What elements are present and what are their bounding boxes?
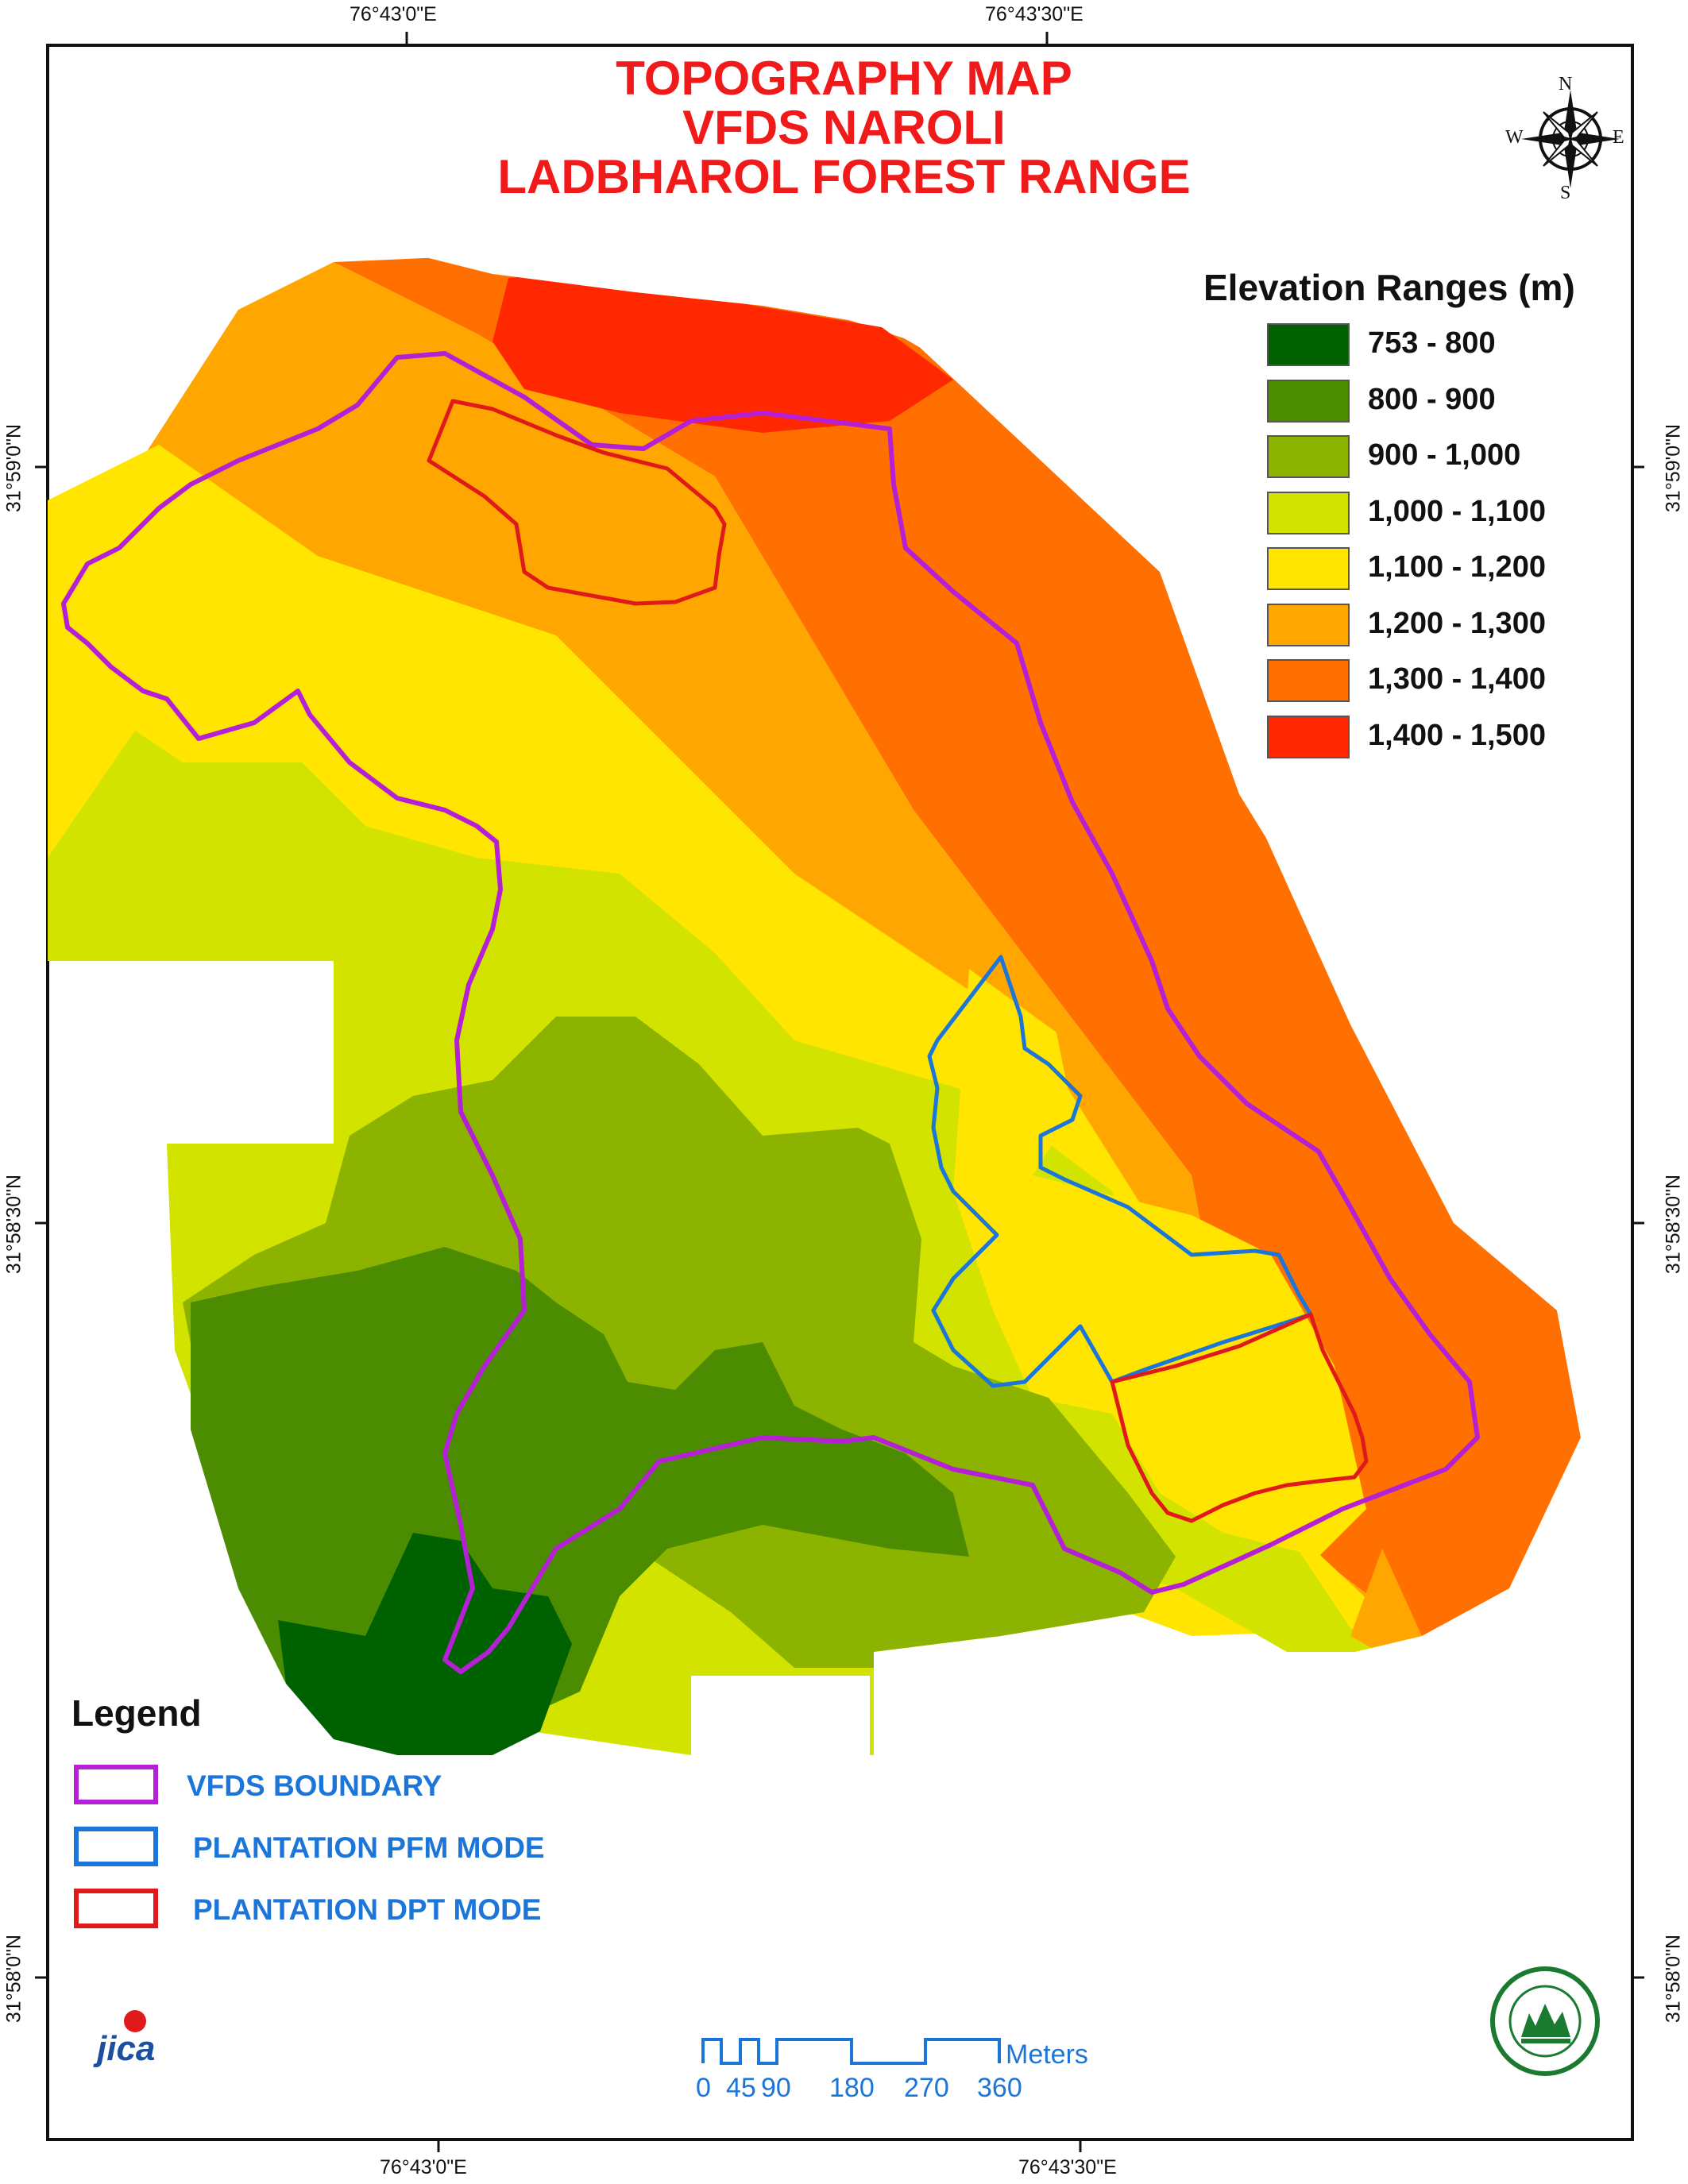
plantation-dpt-north [427, 399, 727, 606]
elevation-swatch [1267, 491, 1350, 534]
elevation-zones [48, 254, 1581, 1755]
plantation-pfm [927, 955, 1313, 1388]
elevation-label: 1,300 - 1,400 [1368, 662, 1546, 696]
legend-swatch [74, 1889, 158, 1928]
zone-753-800 [278, 1533, 572, 1755]
elevation-label: 1,000 - 1,100 [1368, 494, 1546, 528]
elevation-swatch [1267, 379, 1350, 423]
coord-bottom-right: 76°43'30"E [1018, 2156, 1117, 2178]
scale-tick-label: 270 [904, 2073, 949, 2103]
map-mask [49, 47, 1631, 2138]
legend-item: PLANTATION PFM MODE [71, 1827, 545, 1889]
legend-swatch [74, 1827, 158, 1866]
elevation-legend: Elevation Ranges (m) 753 - 800 800 - 900 9… [1203, 266, 1632, 771]
title-line-2: VFDS NAROLI [682, 101, 1006, 154]
elevation-swatch [1267, 547, 1350, 590]
scale-tick-label: 90 [761, 2073, 791, 2103]
elevation-label: 1,200 - 1,300 [1368, 606, 1546, 640]
legend-label: PLANTATION DPT MODE [193, 1893, 542, 1926]
plantation-dpt-southeast [1110, 1312, 1369, 1523]
elevation-legend-title: Elevation Ranges (m) [1203, 267, 1575, 308]
legend-label: PLANTATION PFM MODE [193, 1831, 545, 1864]
legend-item: PLANTATION DPT MODE [71, 1889, 542, 1951]
jica-logo-text: jica [97, 2029, 156, 2068]
vfds-boundary [61, 351, 1480, 1674]
legend-item: VFDS BOUNDARY [71, 1765, 442, 1827]
legend-title: Legend [71, 1692, 202, 1734]
coord-left-lower: 31°58'0"N [2, 1934, 25, 2024]
elevation-legend-item: 800 - 900 [1203, 379, 1632, 436]
scale-unit: Meters [1006, 2039, 1088, 2070]
elevation-swatch [1267, 603, 1350, 646]
elevation-label: 800 - 900 [1368, 382, 1496, 416]
coord-left-upper: 31°59'0"N [2, 423, 25, 513]
compass-w: W [1505, 127, 1524, 148]
elevation-legend-item: 1,000 - 1,100 [1203, 491, 1632, 548]
title-line-1: TOPOGRAPHY MAP [616, 52, 1072, 105]
compass-e: E [1613, 127, 1624, 148]
legend: Legend VFDS BOUNDARY PLANTATION PFM MODE P… [71, 1692, 545, 1951]
compass-s: S [1560, 183, 1571, 203]
elevation-label: 753 - 800 [1368, 326, 1496, 360]
title-line-3: LADBHAROL FOREST RANGE [497, 150, 1191, 203]
compass-rose-icon [1521, 90, 1620, 188]
compass-n: N [1559, 74, 1573, 95]
scale-tick-label: 45 [726, 2073, 756, 2103]
elevation-label: 1,100 - 1,200 [1368, 550, 1546, 584]
elevation-label: 1,400 - 1,500 [1368, 718, 1546, 752]
elevation-legend-item: 1,300 - 1,400 [1203, 659, 1632, 716]
forest-department-seal [1490, 1966, 1600, 2076]
elevation-swatch [1267, 715, 1350, 758]
elevation-legend-item: 900 - 1,000 [1203, 435, 1632, 492]
elevation-legend-item: 753 - 800 [1203, 323, 1632, 380]
jica-logo [124, 2010, 146, 2032]
coord-top-left: 76°43'0"E [350, 3, 437, 25]
coord-top-right: 76°43'30"E [985, 3, 1083, 25]
zone-1400-1500 [492, 272, 953, 433]
elevation-legend-item: 1,200 - 1,300 [1203, 603, 1632, 660]
legend-swatch [74, 1765, 158, 1804]
legend-label: VFDS BOUNDARY [187, 1769, 442, 1802]
scale-tick-label: 360 [977, 2073, 1022, 2103]
elevation-label: 900 - 1,000 [1368, 438, 1521, 472]
scale-bar [701, 2038, 1001, 2065]
elevation-swatch [1267, 323, 1350, 366]
zone-1100-1200-inner [953, 969, 1366, 1557]
elevation-legend-item: 1,100 - 1,200 [1203, 547, 1632, 604]
coord-right-lower: 31°58'0"N [1662, 1934, 1685, 2024]
elevation-legend-item: 1,400 - 1,500 [1203, 715, 1632, 772]
coord-right-upper: 31°59'0"N [1662, 423, 1685, 513]
map-frame [46, 44, 1634, 2141]
zone-900-1000-island [620, 1207, 699, 1382]
coord-right-middle: 31°58'30"N [1662, 1174, 1685, 1275]
elevation-swatch [1267, 435, 1350, 478]
scale-tick-label: 0 [696, 2073, 711, 2103]
graticule-ticks [35, 32, 1644, 2152]
elevation-swatch [1267, 659, 1350, 702]
coord-bottom-left: 76°43'0"E [380, 2156, 467, 2178]
scale-tick-label: 180 [829, 2073, 875, 2103]
coord-left-middle: 31°58'30"N [2, 1174, 25, 1275]
